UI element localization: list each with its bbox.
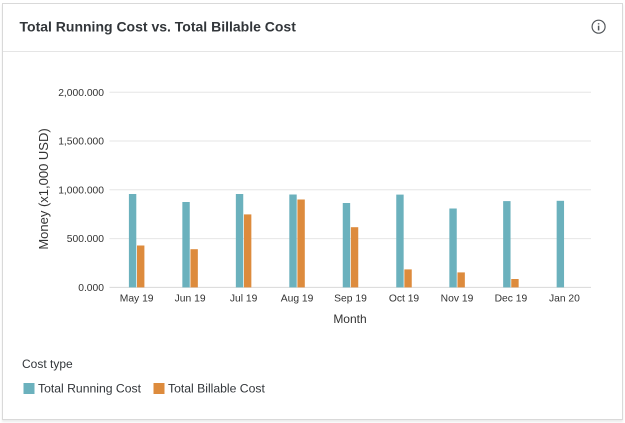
svg-text:Jun 19: Jun 19 [175, 293, 206, 304]
svg-text:2,000.000: 2,000.000 [58, 88, 104, 99]
svg-text:Cost type: Cost type [22, 357, 73, 371]
svg-text:Sep 19: Sep 19 [334, 293, 367, 304]
svg-text:Nov 19: Nov 19 [441, 293, 474, 304]
svg-text:May 19: May 19 [120, 293, 154, 304]
svg-text:Jul 19: Jul 19 [230, 293, 258, 304]
svg-text:1,000.000: 1,000.000 [58, 185, 104, 196]
svg-text:Aug 19: Aug 19 [281, 293, 314, 304]
svg-text:1,500.000: 1,500.000 [58, 137, 104, 148]
svg-text:Oct 19: Oct 19 [389, 293, 420, 304]
svg-text:0.000: 0.000 [78, 283, 104, 294]
svg-text:500.000: 500.000 [67, 234, 104, 245]
svg-text:Jan 20: Jan 20 [549, 293, 580, 304]
svg-text:Month: Month [333, 312, 366, 326]
svg-text:Total Running Cost: Total Running Cost [38, 382, 142, 396]
svg-text:Total Running Cost vs. Total B: Total Running Cost vs. Total Billable Co… [20, 19, 297, 35]
svg-text:Money (x1,000 USD): Money (x1,000 USD) [36, 128, 51, 249]
svg-text:Dec 19: Dec 19 [495, 293, 528, 304]
svg-text:Total Billable Cost: Total Billable Cost [168, 382, 265, 396]
